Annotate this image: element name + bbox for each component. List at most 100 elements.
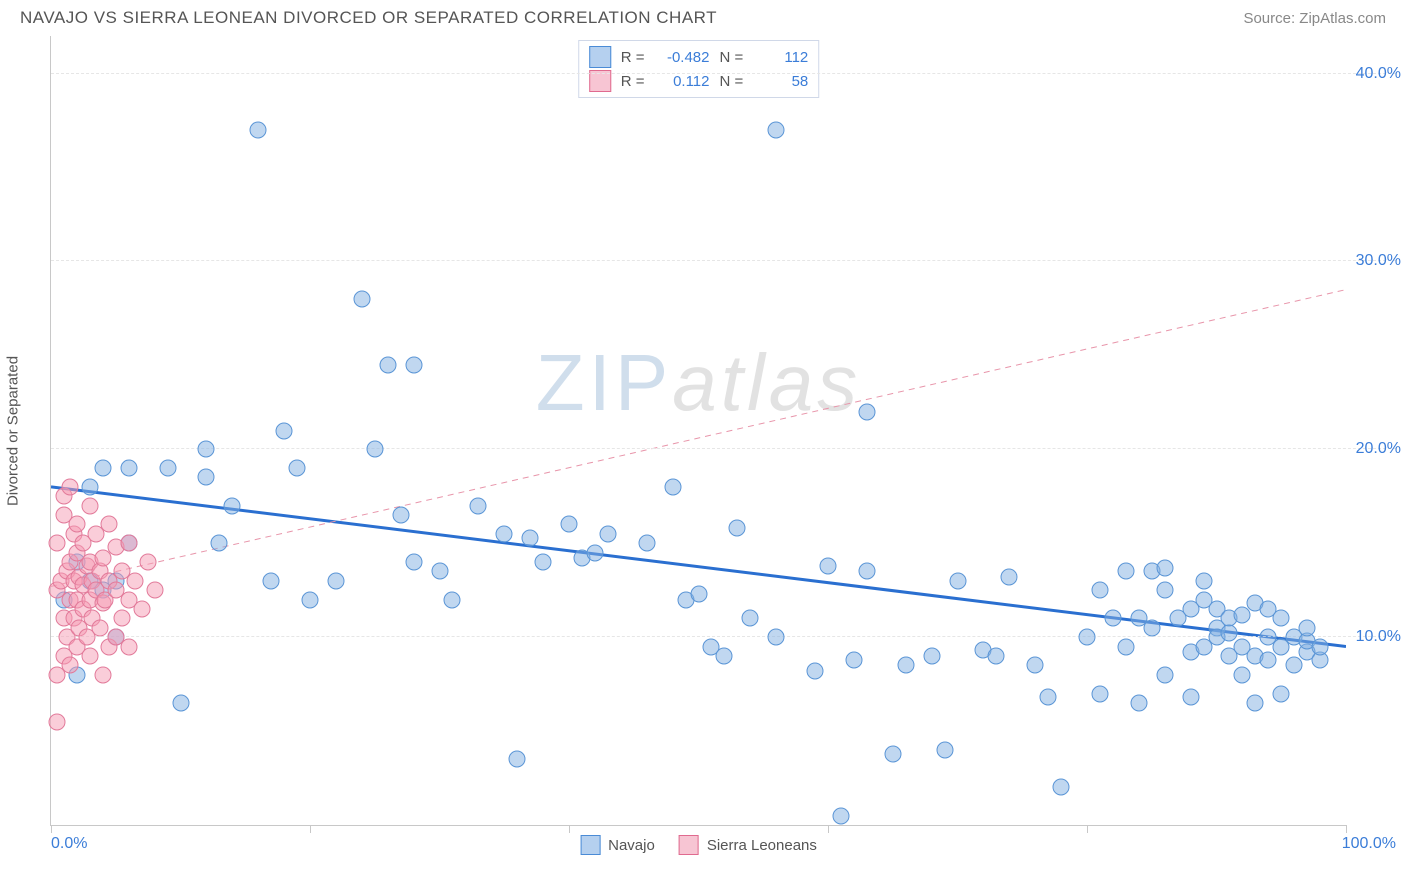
data-point [1260,600,1277,617]
data-point [101,516,118,533]
swatch-sierra-icon [679,835,699,855]
data-point [140,554,157,571]
x-tick [569,825,570,833]
legend-row-navajo: R = -0.482 N = 112 [589,45,809,69]
data-point [1247,694,1264,711]
data-point [92,619,109,636]
data-point [405,356,422,373]
data-point [94,666,111,683]
data-point [664,478,681,495]
data-point [1156,582,1173,599]
source-label: Source: ZipAtlas.com [1243,10,1386,27]
x-tick [51,825,52,833]
data-point [1104,610,1121,627]
data-point [94,460,111,477]
data-point [114,610,131,627]
data-point [120,535,137,552]
data-point [1156,666,1173,683]
data-point [366,441,383,458]
x-tick [1087,825,1088,833]
n-label: N = [720,49,744,66]
data-point [535,554,552,571]
data-point [1091,582,1108,599]
watermark: ZIPatlas [536,337,861,429]
data-point [1273,685,1290,702]
y-axis-title: Divorced or Separated [5,355,22,505]
data-point [1130,694,1147,711]
x-tick [1346,825,1347,833]
r-label: R = [621,73,645,90]
data-point [289,460,306,477]
data-point [62,478,79,495]
data-point [858,403,875,420]
data-point [81,647,98,664]
gridline [51,448,1396,449]
data-point [276,422,293,439]
gridline [51,636,1396,637]
data-point [224,497,241,514]
legend-item-sierra: Sierra Leoneans [679,835,817,855]
data-point [405,554,422,571]
data-point [1299,619,1316,636]
y-tick-label: 20.0% [1356,440,1401,458]
data-point [820,557,837,574]
data-point [496,525,513,542]
data-point [1221,625,1238,642]
data-point [897,657,914,674]
data-point [470,497,487,514]
trend-line-sierra-leoneans [51,290,1346,587]
data-point [198,469,215,486]
data-point [62,657,79,674]
x-tick [310,825,311,833]
data-point [923,647,940,664]
data-point [509,751,526,768]
legend-item-navajo: Navajo [580,835,655,855]
data-point [49,535,66,552]
n-label: N = [720,73,744,90]
data-point [561,516,578,533]
data-point [807,662,824,679]
data-point [988,647,1005,664]
data-point [1117,638,1134,655]
data-point [81,478,98,495]
data-point [716,647,733,664]
swatch-navajo-icon [580,835,600,855]
data-point [858,563,875,580]
data-point [81,497,98,514]
gridline [51,73,1396,74]
data-point [638,535,655,552]
data-point [146,582,163,599]
legend-label-sierra: Sierra Leoneans [707,837,817,854]
n-value-sierra: 58 [753,73,808,90]
data-point [1156,559,1173,576]
data-point [599,525,616,542]
data-point [172,694,189,711]
watermark-atlas: atlas [672,338,861,427]
data-point [353,291,370,308]
data-point [444,591,461,608]
data-point [1143,619,1160,636]
data-point [884,745,901,762]
r-label: R = [621,49,645,66]
data-point [1027,657,1044,674]
data-point [936,741,953,758]
data-point [1286,657,1303,674]
n-value-navajo: 112 [753,49,808,66]
data-point [49,713,66,730]
data-point [1079,629,1096,646]
data-point [949,572,966,589]
data-point [198,441,215,458]
data-point [1182,600,1199,617]
data-point [729,520,746,537]
data-point [327,572,344,589]
y-tick-label: 10.0% [1356,628,1401,646]
data-point [586,544,603,561]
data-point [845,651,862,668]
data-point [768,121,785,138]
data-point [1260,651,1277,668]
data-point [1091,685,1108,702]
data-point [379,356,396,373]
data-point [392,507,409,524]
data-point [522,529,539,546]
x-tick [828,825,829,833]
